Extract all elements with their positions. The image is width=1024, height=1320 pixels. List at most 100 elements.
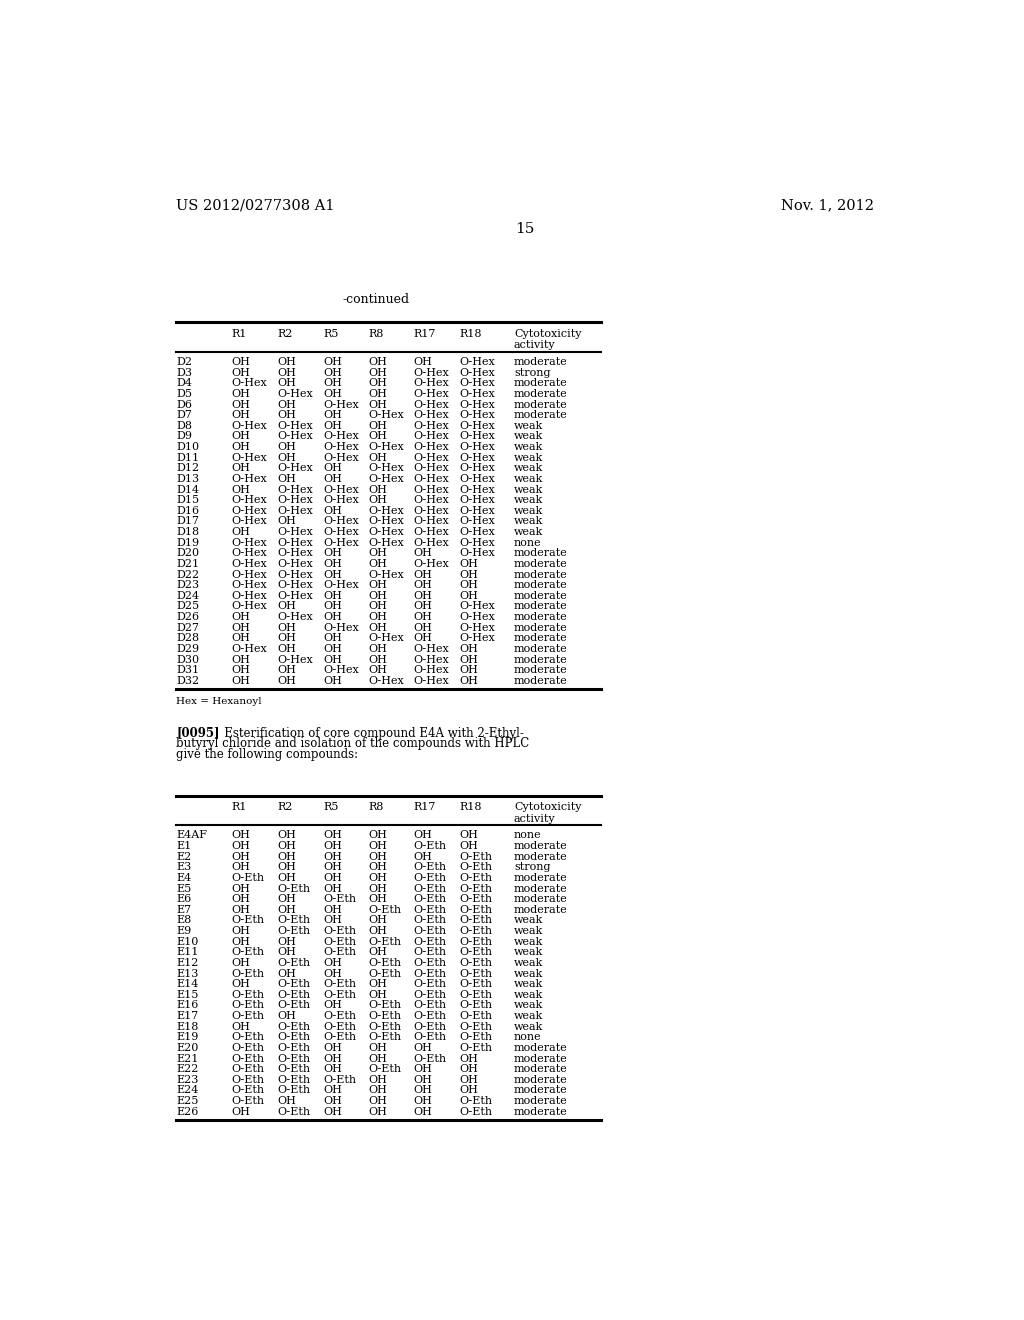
Text: O-Hex: O-Hex <box>369 676 404 686</box>
Text: O-Hex: O-Hex <box>460 421 496 430</box>
Text: O-Eth: O-Eth <box>324 990 356 999</box>
Text: O-Eth: O-Eth <box>231 1011 264 1022</box>
Text: weak: weak <box>514 463 544 474</box>
Text: O-Eth: O-Eth <box>460 1096 493 1106</box>
Text: moderate: moderate <box>514 581 567 590</box>
Text: OH: OH <box>460 841 478 851</box>
Text: O-Eth: O-Eth <box>460 1001 493 1011</box>
Text: OH: OH <box>460 1085 478 1096</box>
Text: OH: OH <box>278 841 297 851</box>
Text: OH: OH <box>369 948 387 957</box>
Text: R18: R18 <box>460 803 482 812</box>
Text: O-Eth: O-Eth <box>414 916 446 925</box>
Text: Hex = Hexanoyl: Hex = Hexanoyl <box>176 697 262 706</box>
Text: O-Hex: O-Hex <box>324 581 359 590</box>
Text: OH: OH <box>278 602 297 611</box>
Text: O-Hex: O-Hex <box>278 495 313 506</box>
Text: weak: weak <box>514 1011 544 1022</box>
Text: weak: weak <box>514 948 544 957</box>
Text: weak: weak <box>514 1022 544 1032</box>
Text: OH: OH <box>414 612 432 622</box>
Text: moderate: moderate <box>514 676 567 686</box>
Text: O-Hex: O-Hex <box>414 442 449 451</box>
Text: OH: OH <box>414 634 432 643</box>
Text: moderate: moderate <box>514 389 567 399</box>
Text: weak: weak <box>514 421 544 430</box>
Text: OH: OH <box>414 830 432 841</box>
Text: D4: D4 <box>176 379 193 388</box>
Text: O-Eth: O-Eth <box>231 1053 264 1064</box>
Text: D5: D5 <box>176 389 193 399</box>
Text: OH: OH <box>324 591 342 601</box>
Text: OH: OH <box>231 634 250 643</box>
Text: O-Eth: O-Eth <box>324 948 356 957</box>
Text: O-Eth: O-Eth <box>369 904 401 915</box>
Text: O-Hex: O-Hex <box>324 484 359 495</box>
Text: O-Hex: O-Hex <box>414 453 449 463</box>
Text: weak: weak <box>514 979 544 989</box>
Text: moderate: moderate <box>514 904 567 915</box>
Text: moderate: moderate <box>514 644 567 653</box>
Text: D17: D17 <box>176 516 199 527</box>
Text: O-Hex: O-Hex <box>414 676 449 686</box>
Text: O-Eth: O-Eth <box>460 1043 493 1053</box>
Text: O-Eth: O-Eth <box>460 969 493 978</box>
Text: Nov. 1, 2012: Nov. 1, 2012 <box>780 198 873 213</box>
Text: O-Eth: O-Eth <box>369 969 401 978</box>
Text: O-Eth: O-Eth <box>460 958 493 968</box>
Text: O-Eth: O-Eth <box>278 1001 310 1011</box>
Text: O-Hex: O-Hex <box>369 527 404 537</box>
Text: E8: E8 <box>176 916 191 925</box>
Text: O-Eth: O-Eth <box>414 958 446 968</box>
Text: OH: OH <box>278 904 297 915</box>
Text: O-Hex: O-Hex <box>414 644 449 653</box>
Text: O-Eth: O-Eth <box>460 937 493 946</box>
Text: OH: OH <box>278 358 297 367</box>
Text: O-Eth: O-Eth <box>231 873 264 883</box>
Text: OH: OH <box>324 602 342 611</box>
Text: OH: OH <box>369 1074 387 1085</box>
Text: OH: OH <box>324 1001 342 1011</box>
Text: strong: strong <box>514 862 551 873</box>
Text: R1: R1 <box>231 329 247 338</box>
Text: E4: E4 <box>176 873 191 883</box>
Text: O-Hex: O-Hex <box>324 495 359 506</box>
Text: OH: OH <box>278 894 297 904</box>
Text: O-Eth: O-Eth <box>369 1001 401 1011</box>
Text: OH: OH <box>460 591 478 601</box>
Text: OH: OH <box>231 1022 250 1032</box>
Text: OH: OH <box>231 665 250 676</box>
Text: OH: OH <box>324 474 342 484</box>
Text: O-Eth: O-Eth <box>460 1011 493 1022</box>
Text: OH: OH <box>460 665 478 676</box>
Text: OH: OH <box>460 676 478 686</box>
Text: O-Hex: O-Hex <box>460 474 496 484</box>
Text: O-Eth: O-Eth <box>414 883 446 894</box>
Text: OH: OH <box>414 591 432 601</box>
Text: O-Hex: O-Hex <box>414 432 449 441</box>
Text: O-Hex: O-Hex <box>460 463 496 474</box>
Text: OH: OH <box>231 400 250 409</box>
Text: none: none <box>514 1032 542 1043</box>
Text: R5: R5 <box>324 803 339 812</box>
Text: moderate: moderate <box>514 612 567 622</box>
Text: O-Eth: O-Eth <box>231 1085 264 1096</box>
Text: O-Eth: O-Eth <box>278 1074 310 1085</box>
Text: O-Eth: O-Eth <box>460 1022 493 1032</box>
Text: O-Hex: O-Hex <box>460 400 496 409</box>
Text: O-Hex: O-Hex <box>460 432 496 441</box>
Text: O-Eth: O-Eth <box>460 916 493 925</box>
Text: moderate: moderate <box>514 591 567 601</box>
Text: O-Eth: O-Eth <box>414 990 446 999</box>
Text: OH: OH <box>369 368 387 378</box>
Text: moderate: moderate <box>514 883 567 894</box>
Text: OH: OH <box>414 1064 432 1074</box>
Text: none: none <box>514 537 542 548</box>
Text: O-Eth: O-Eth <box>414 979 446 989</box>
Text: moderate: moderate <box>514 558 567 569</box>
Text: OH: OH <box>231 358 250 367</box>
Text: O-Hex: O-Hex <box>278 527 313 537</box>
Text: OH: OH <box>369 916 387 925</box>
Text: OH: OH <box>414 623 432 632</box>
Text: OH: OH <box>414 1096 432 1106</box>
